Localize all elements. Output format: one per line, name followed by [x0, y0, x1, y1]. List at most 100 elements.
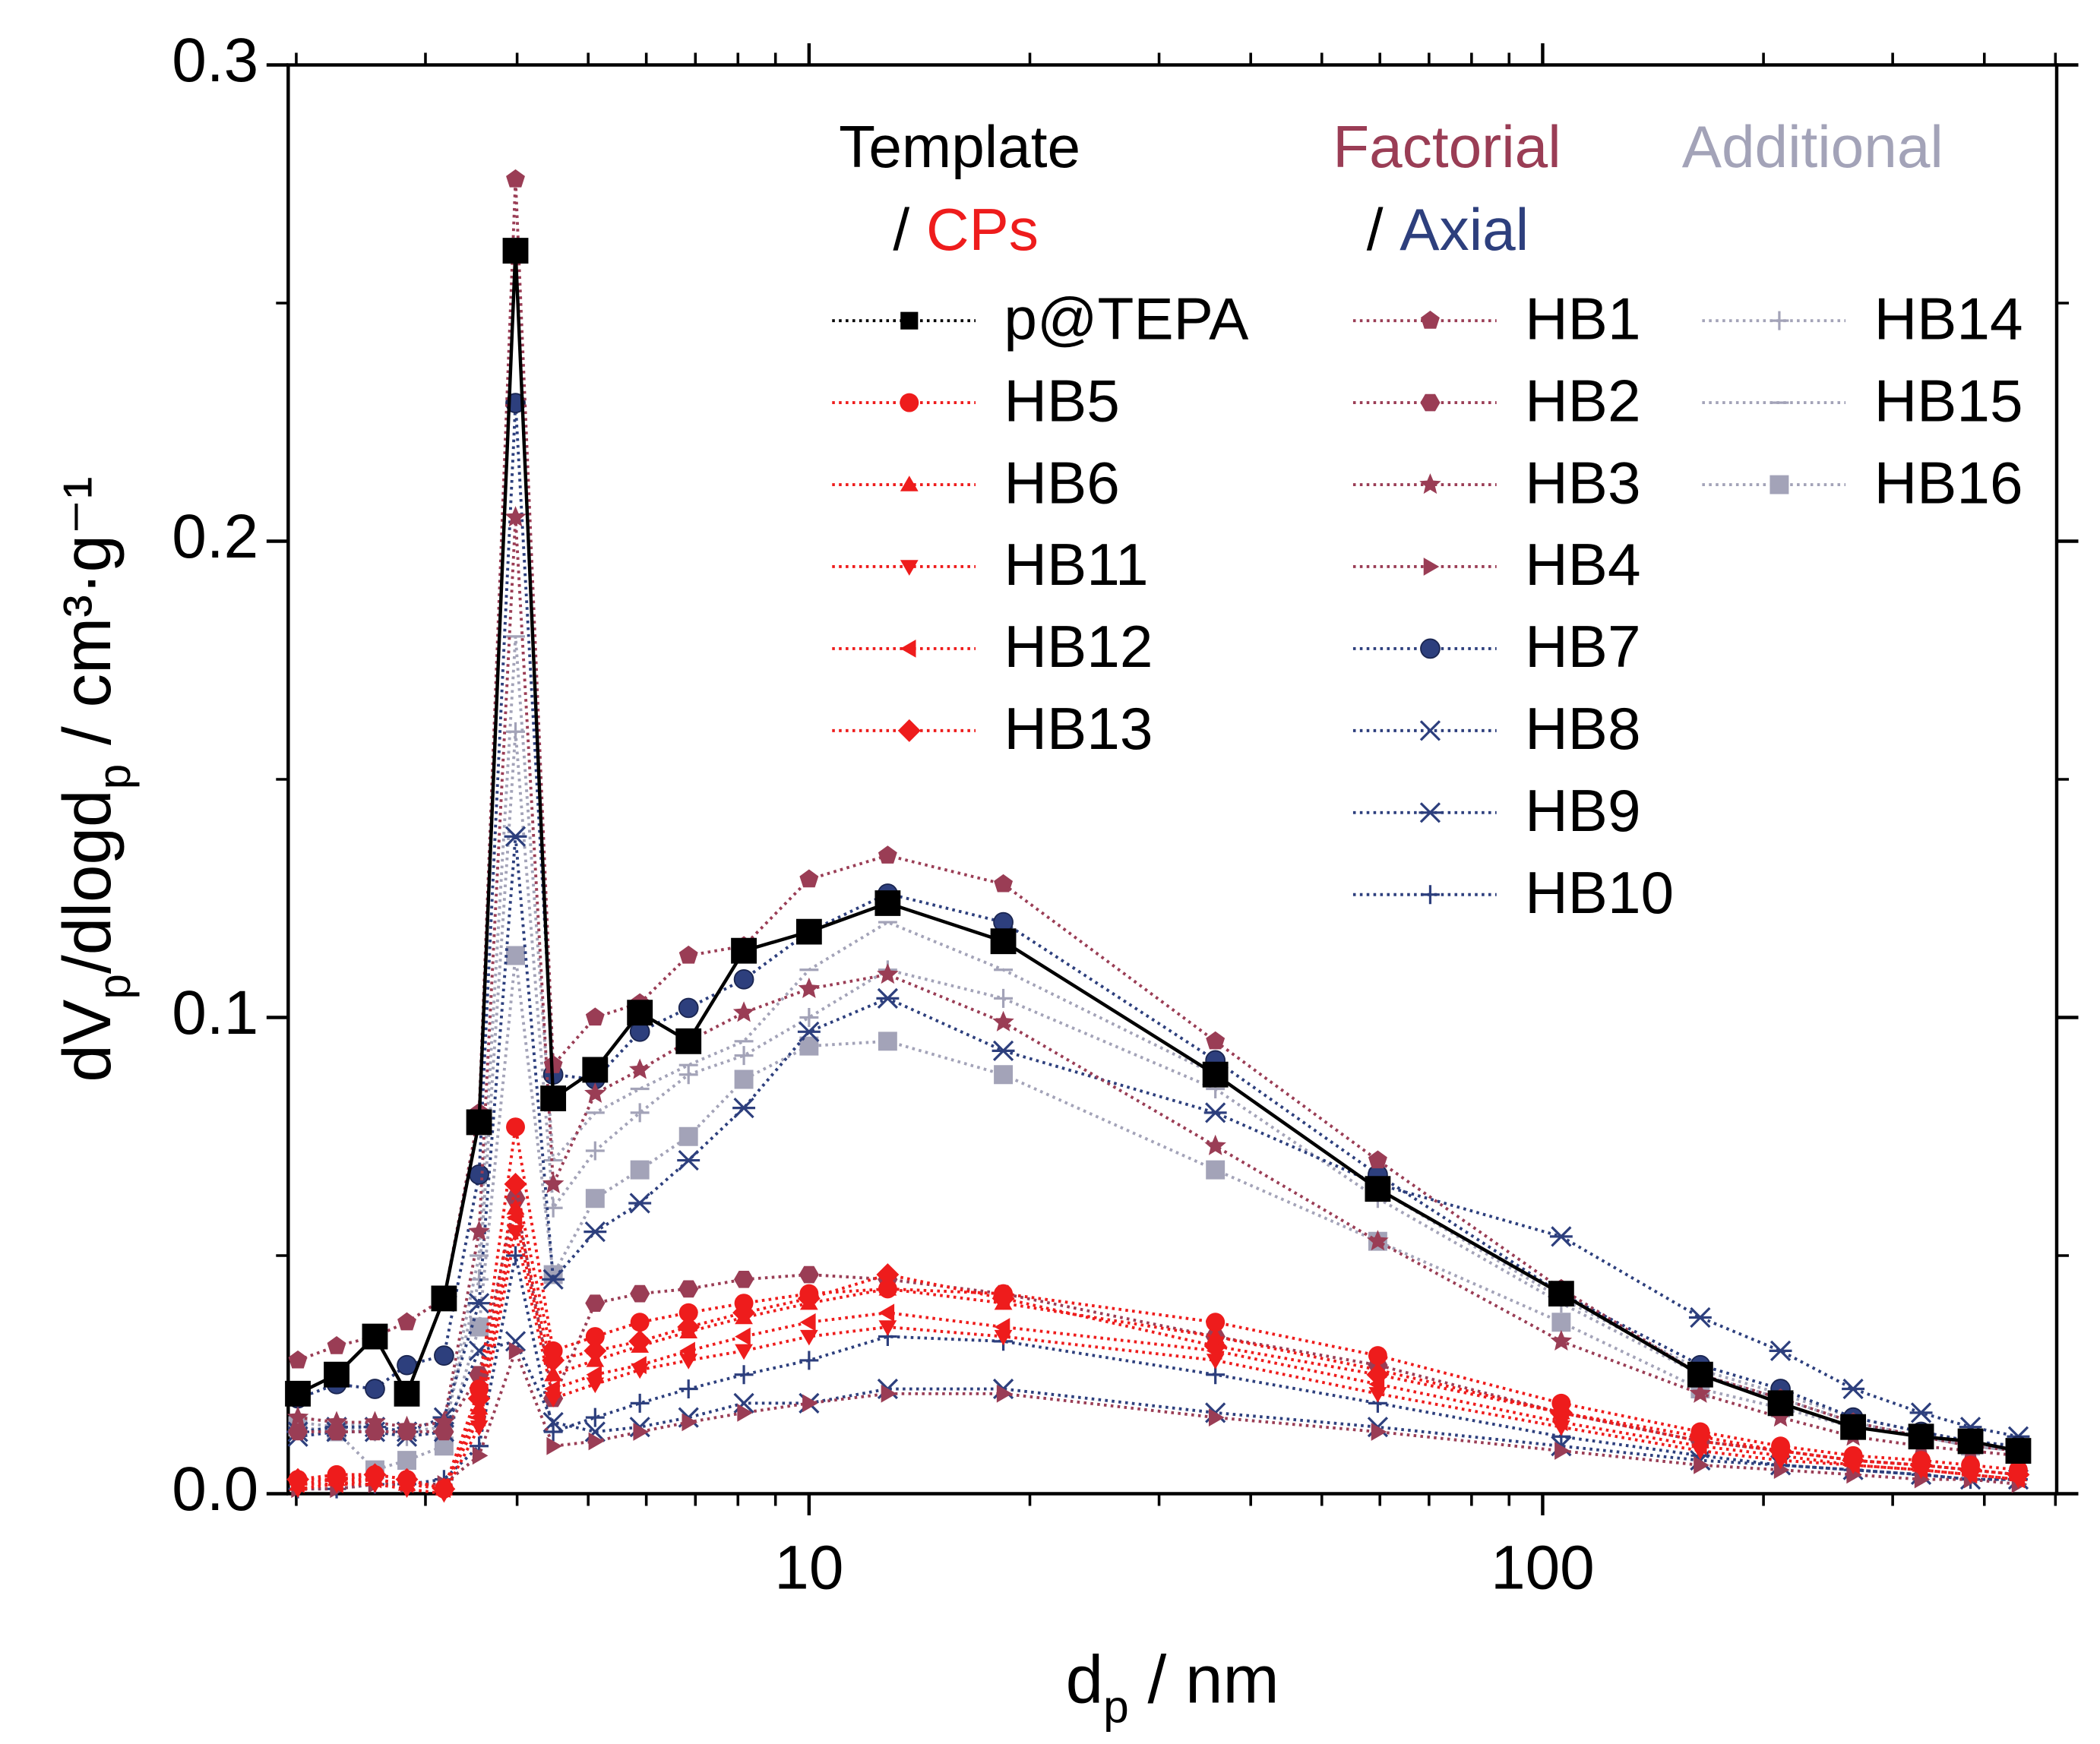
marker [585, 1189, 605, 1208]
y-axis-label-part: p [88, 974, 140, 1000]
marker [586, 1351, 605, 1367]
legend-marker [1770, 475, 1789, 494]
marker [678, 1379, 698, 1399]
marker [874, 890, 901, 916]
x-axis-label-part: d [1066, 1641, 1104, 1717]
marker [735, 1344, 753, 1360]
series-line [297, 731, 2019, 1452]
x-tick-label: 100 [1491, 1533, 1595, 1602]
marker [797, 1021, 821, 1042]
marker [733, 1270, 754, 1288]
marker [1843, 1445, 1863, 1465]
legend-marker [900, 560, 919, 576]
legend-label: HB15 [1874, 367, 2023, 434]
marker [878, 1032, 897, 1051]
marker [397, 1451, 416, 1471]
marker [628, 1058, 651, 1079]
legend-item: HB9 [1352, 777, 1641, 844]
marker [502, 238, 529, 264]
marker [798, 977, 821, 998]
marker [288, 1350, 308, 1369]
legend-item: HB8 [1352, 695, 1641, 762]
marker [472, 1446, 489, 1465]
marker [733, 968, 754, 990]
marker [585, 1327, 605, 1347]
marker [1912, 1451, 1931, 1471]
marker [397, 1423, 417, 1441]
marker [878, 1303, 895, 1322]
marker [1551, 1313, 1571, 1332]
marker [1206, 1160, 1226, 1180]
marker [431, 1285, 457, 1312]
marker [434, 1345, 454, 1366]
marker [584, 1339, 607, 1363]
marker [1204, 1134, 1226, 1155]
marker [470, 1420, 489, 1436]
series-line [297, 1126, 2019, 1491]
marker [994, 1065, 1014, 1085]
marker [585, 1007, 605, 1026]
marker [365, 1379, 385, 1399]
marker [466, 1109, 492, 1136]
marker [546, 1436, 562, 1455]
legend-item: HB11 [832, 531, 1149, 598]
marker [799, 1351, 819, 1370]
legend-marker [1770, 311, 1789, 330]
series-line [297, 1339, 2019, 1481]
marker [996, 1384, 1013, 1403]
marker [1206, 1031, 1226, 1050]
marker [628, 1193, 652, 1214]
marker [326, 1423, 347, 1441]
marker [585, 1141, 605, 1161]
legend-label: HB4 [1525, 531, 1640, 598]
marker [469, 1164, 489, 1185]
legend-marker [1418, 802, 1442, 823]
x-axis-label-part: / nm [1129, 1641, 1279, 1717]
legend-item: HB6 [832, 449, 1120, 516]
marker [994, 988, 1014, 1008]
marker [1202, 1061, 1229, 1088]
marker [630, 1393, 650, 1413]
marker [504, 506, 527, 527]
marker [1771, 1453, 1790, 1470]
marker [878, 1279, 897, 1299]
legend-label: HB3 [1525, 449, 1640, 516]
y-tick-label: 0.3 [172, 26, 258, 95]
legend-label: HB9 [1525, 777, 1640, 844]
marker [397, 1312, 416, 1331]
legend-space [909, 196, 926, 263]
legend-label: HB8 [1525, 695, 1640, 762]
marker [365, 1423, 385, 1441]
marker [506, 946, 525, 965]
marker [994, 874, 1014, 893]
marker [1206, 1313, 1226, 1332]
marker [1367, 1230, 1389, 1251]
marker [877, 963, 899, 984]
marker [734, 1046, 754, 1066]
legend-item: HB14 [1702, 285, 2023, 352]
legend-label: HB7 [1525, 613, 1640, 680]
marker [630, 1313, 650, 1332]
legend-marker [1419, 720, 1441, 741]
marker [470, 1317, 489, 1337]
legend-item: HB1 [1352, 285, 1641, 352]
marker [990, 928, 1017, 955]
marker [1769, 1340, 1792, 1361]
marker [795, 918, 822, 945]
marker [679, 1322, 698, 1339]
marker [881, 1384, 897, 1403]
marker [627, 1000, 653, 1026]
legend-label: HB10 [1525, 859, 1674, 926]
marker [434, 1436, 454, 1456]
legend: Template / CPs Factorial / Axial Additional p… [832, 113, 2023, 926]
marker [434, 1423, 454, 1441]
marker [434, 1479, 454, 1499]
marker [800, 1313, 816, 1332]
marker [630, 1284, 650, 1303]
marker [799, 869, 819, 888]
marker [1767, 1390, 1794, 1417]
legend-label: HB5 [1004, 367, 1119, 434]
marker [735, 1308, 753, 1325]
marker [1550, 1329, 1573, 1351]
